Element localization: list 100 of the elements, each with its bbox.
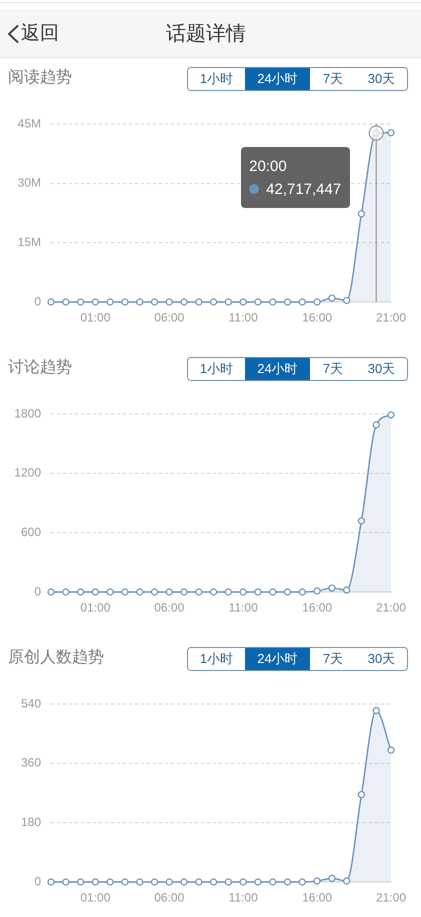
- point: [106, 878, 114, 886]
- point: [254, 588, 262, 596]
- x-tick-label: 11:00: [228, 890, 258, 905]
- x-tick-label: 21:00: [376, 600, 406, 615]
- point: [136, 588, 144, 596]
- point: [328, 874, 336, 882]
- point: [210, 298, 218, 306]
- point: [328, 294, 336, 302]
- y-tick-label: 540: [20, 696, 42, 710]
- x-tick-label: 06:00: [154, 890, 185, 905]
- point: [387, 411, 395, 419]
- text: 返回: [21, 23, 59, 45]
- point: [166, 878, 173, 886]
- point: [136, 878, 144, 886]
- text: 话题详情: [166, 23, 246, 45]
- y-tick-label: 0: [34, 874, 42, 888]
- point: [284, 588, 292, 596]
- x-tick-label: 01:00: [80, 890, 111, 905]
- y-tick-label: 0: [34, 584, 42, 598]
- point: [92, 588, 99, 596]
- point: [358, 517, 366, 524]
- x-tick-label: 16:00: [302, 600, 332, 615]
- point: [106, 588, 114, 596]
- point: [76, 878, 84, 886]
- point: [284, 878, 292, 886]
- point: [240, 298, 247, 306]
- point: [180, 298, 188, 306]
- chart-title: 讨论趋势: [8, 358, 72, 378]
- point: [47, 588, 55, 596]
- x-tick-label: 06:00: [154, 600, 185, 615]
- point: [121, 298, 129, 306]
- y-tick-label: 0: [34, 294, 42, 308]
- point: [298, 878, 306, 886]
- point: [298, 588, 306, 596]
- x-tick-label: 21:00: [376, 890, 406, 905]
- tab: 24小时: [245, 648, 310, 670]
- point: [387, 746, 395, 754]
- point: [195, 878, 202, 886]
- point: [195, 588, 202, 596]
- point: [358, 791, 366, 798]
- x-tick-label: 11:00: [228, 600, 258, 615]
- point: [210, 878, 218, 886]
- point: [224, 588, 232, 596]
- point: [343, 296, 350, 304]
- point: [372, 421, 380, 428]
- point: [313, 587, 321, 595]
- point: [166, 588, 173, 596]
- point: [298, 298, 306, 306]
- y-tick-label: 15M: [18, 234, 42, 249]
- point: [269, 878, 276, 886]
- point: [343, 586, 350, 594]
- tooltip: 20:00 42,717,447: [241, 147, 350, 208]
- y-tick-label: 180: [20, 814, 42, 829]
- x-tick-label: 16:00: [302, 310, 332, 325]
- point: [92, 878, 99, 886]
- chart-title: 阅读趋势: [8, 68, 72, 88]
- y-tick-label: 1800: [14, 406, 42, 420]
- point: [180, 588, 188, 596]
- point: [62, 588, 70, 596]
- x-tick-label: 01:00: [80, 310, 111, 325]
- point: [62, 298, 70, 306]
- point: [150, 878, 158, 886]
- point: [150, 298, 158, 306]
- point: [372, 706, 380, 714]
- x-tick-label: 06:00: [154, 310, 185, 325]
- point: [47, 878, 55, 886]
- point: [224, 298, 232, 306]
- point: [62, 878, 70, 886]
- point: [240, 878, 247, 886]
- point: [254, 298, 262, 306]
- point: [343, 877, 350, 885]
- point: [328, 584, 336, 592]
- y-tick-label: 600: [20, 524, 42, 539]
- point: [358, 210, 366, 218]
- point: [240, 588, 247, 596]
- point: [166, 298, 173, 306]
- x-tick-label: 11:00: [228, 310, 258, 325]
- point: [121, 878, 129, 886]
- point: [76, 298, 84, 306]
- point: [121, 588, 129, 596]
- point: [269, 298, 276, 306]
- point: [254, 878, 262, 886]
- x-tick-label: 16:00: [302, 890, 332, 905]
- chart-title: 原创人数趋势: [8, 648, 104, 668]
- point: [92, 298, 99, 306]
- point: [150, 588, 158, 596]
- tab: 24小时: [245, 358, 310, 380]
- point: [269, 588, 276, 596]
- point: [313, 298, 321, 306]
- point: [224, 878, 232, 886]
- y-tick-label: 1200: [14, 466, 42, 480]
- y-tick-label: 45M: [18, 116, 42, 130]
- point: [180, 878, 188, 886]
- point: [313, 877, 321, 885]
- point: [284, 298, 292, 306]
- point: [210, 588, 218, 596]
- point: [195, 298, 202, 306]
- x-tick-label: 01:00: [80, 600, 111, 615]
- point: [106, 298, 114, 306]
- point: [47, 298, 55, 306]
